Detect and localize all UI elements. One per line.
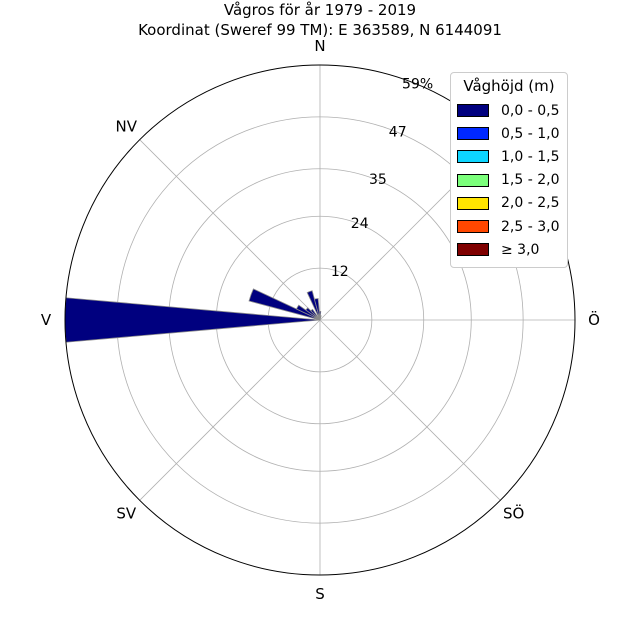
legend: Våghöjd (m) 0,0 - 0,5 0,5 - 1,0 1,0 - 1,… xyxy=(450,72,568,269)
legend-label: 0,0 - 0,5 xyxy=(501,102,560,119)
legend-swatch xyxy=(457,150,489,164)
polar-frame xyxy=(64,64,576,576)
rose-sector xyxy=(248,288,321,321)
chart-subtitle: Koordinat (Sweref 99 TM): E 363589, N 61… xyxy=(138,21,502,39)
rose-sector xyxy=(306,290,321,321)
direction-label: SÖ xyxy=(503,504,524,523)
legend-swatch xyxy=(457,196,489,210)
rose-sector xyxy=(313,298,321,321)
legend-title: Våghöjd (m) xyxy=(463,77,555,95)
legend-item: 1,5 - 2,0 xyxy=(457,169,561,192)
legend-item: 1,0 - 1,5 xyxy=(457,145,561,168)
radial-tick-label: 24 xyxy=(351,216,369,232)
direction-label: NV xyxy=(116,117,138,135)
grid-spoke xyxy=(139,319,321,501)
polar-grid xyxy=(65,65,575,575)
legend-label: 1,5 - 2,0 xyxy=(501,172,560,189)
direction-label: S xyxy=(315,585,325,603)
grid-spoke xyxy=(319,319,501,501)
legend-item: 2,0 - 2,5 xyxy=(457,192,561,215)
radial-tick-label: 47 xyxy=(389,124,407,140)
direction-label: Ö xyxy=(588,310,600,329)
legend-item: 0,0 - 0,5 xyxy=(457,99,561,122)
radial-tick-label: 35 xyxy=(369,172,387,188)
direction-label: N xyxy=(314,37,325,55)
legend-label: 2,5 - 3,0 xyxy=(501,218,560,235)
rose-sector xyxy=(310,308,321,321)
legend-label: 2,0 - 2,5 xyxy=(501,195,560,212)
grid-spoke xyxy=(139,139,321,321)
legend-swatch xyxy=(457,173,489,187)
legend-label: 0,5 - 1,0 xyxy=(501,125,560,142)
rose-sector xyxy=(319,315,322,321)
wave-sectors xyxy=(64,288,322,343)
direction-label: V xyxy=(41,311,52,329)
legend-swatch xyxy=(457,243,489,257)
radial-tick-label: 12 xyxy=(331,264,349,280)
legend-swatch xyxy=(457,104,489,118)
legend-label: 1,0 - 1,5 xyxy=(501,148,560,165)
legend-swatch xyxy=(457,220,489,234)
chart-title: Vågros för år 1979 - 2019 xyxy=(223,1,417,19)
legend-entries: 0,0 - 0,5 0,5 - 1,0 1,0 - 1,5 1,5 - 2,0 … xyxy=(457,99,561,261)
legend-item: 0,5 - 1,0 xyxy=(457,122,561,145)
legend-item: 2,5 - 3,0 xyxy=(457,215,561,238)
direction-label: SV xyxy=(116,505,137,523)
legend-label: ≥ 3,0 xyxy=(501,241,540,258)
legend-item: ≥ 3,0 xyxy=(457,238,561,261)
chart-title-block: Vågros för år 1979 - 2019 Koordinat (Swe… xyxy=(0,0,640,40)
legend-swatch xyxy=(457,127,489,141)
